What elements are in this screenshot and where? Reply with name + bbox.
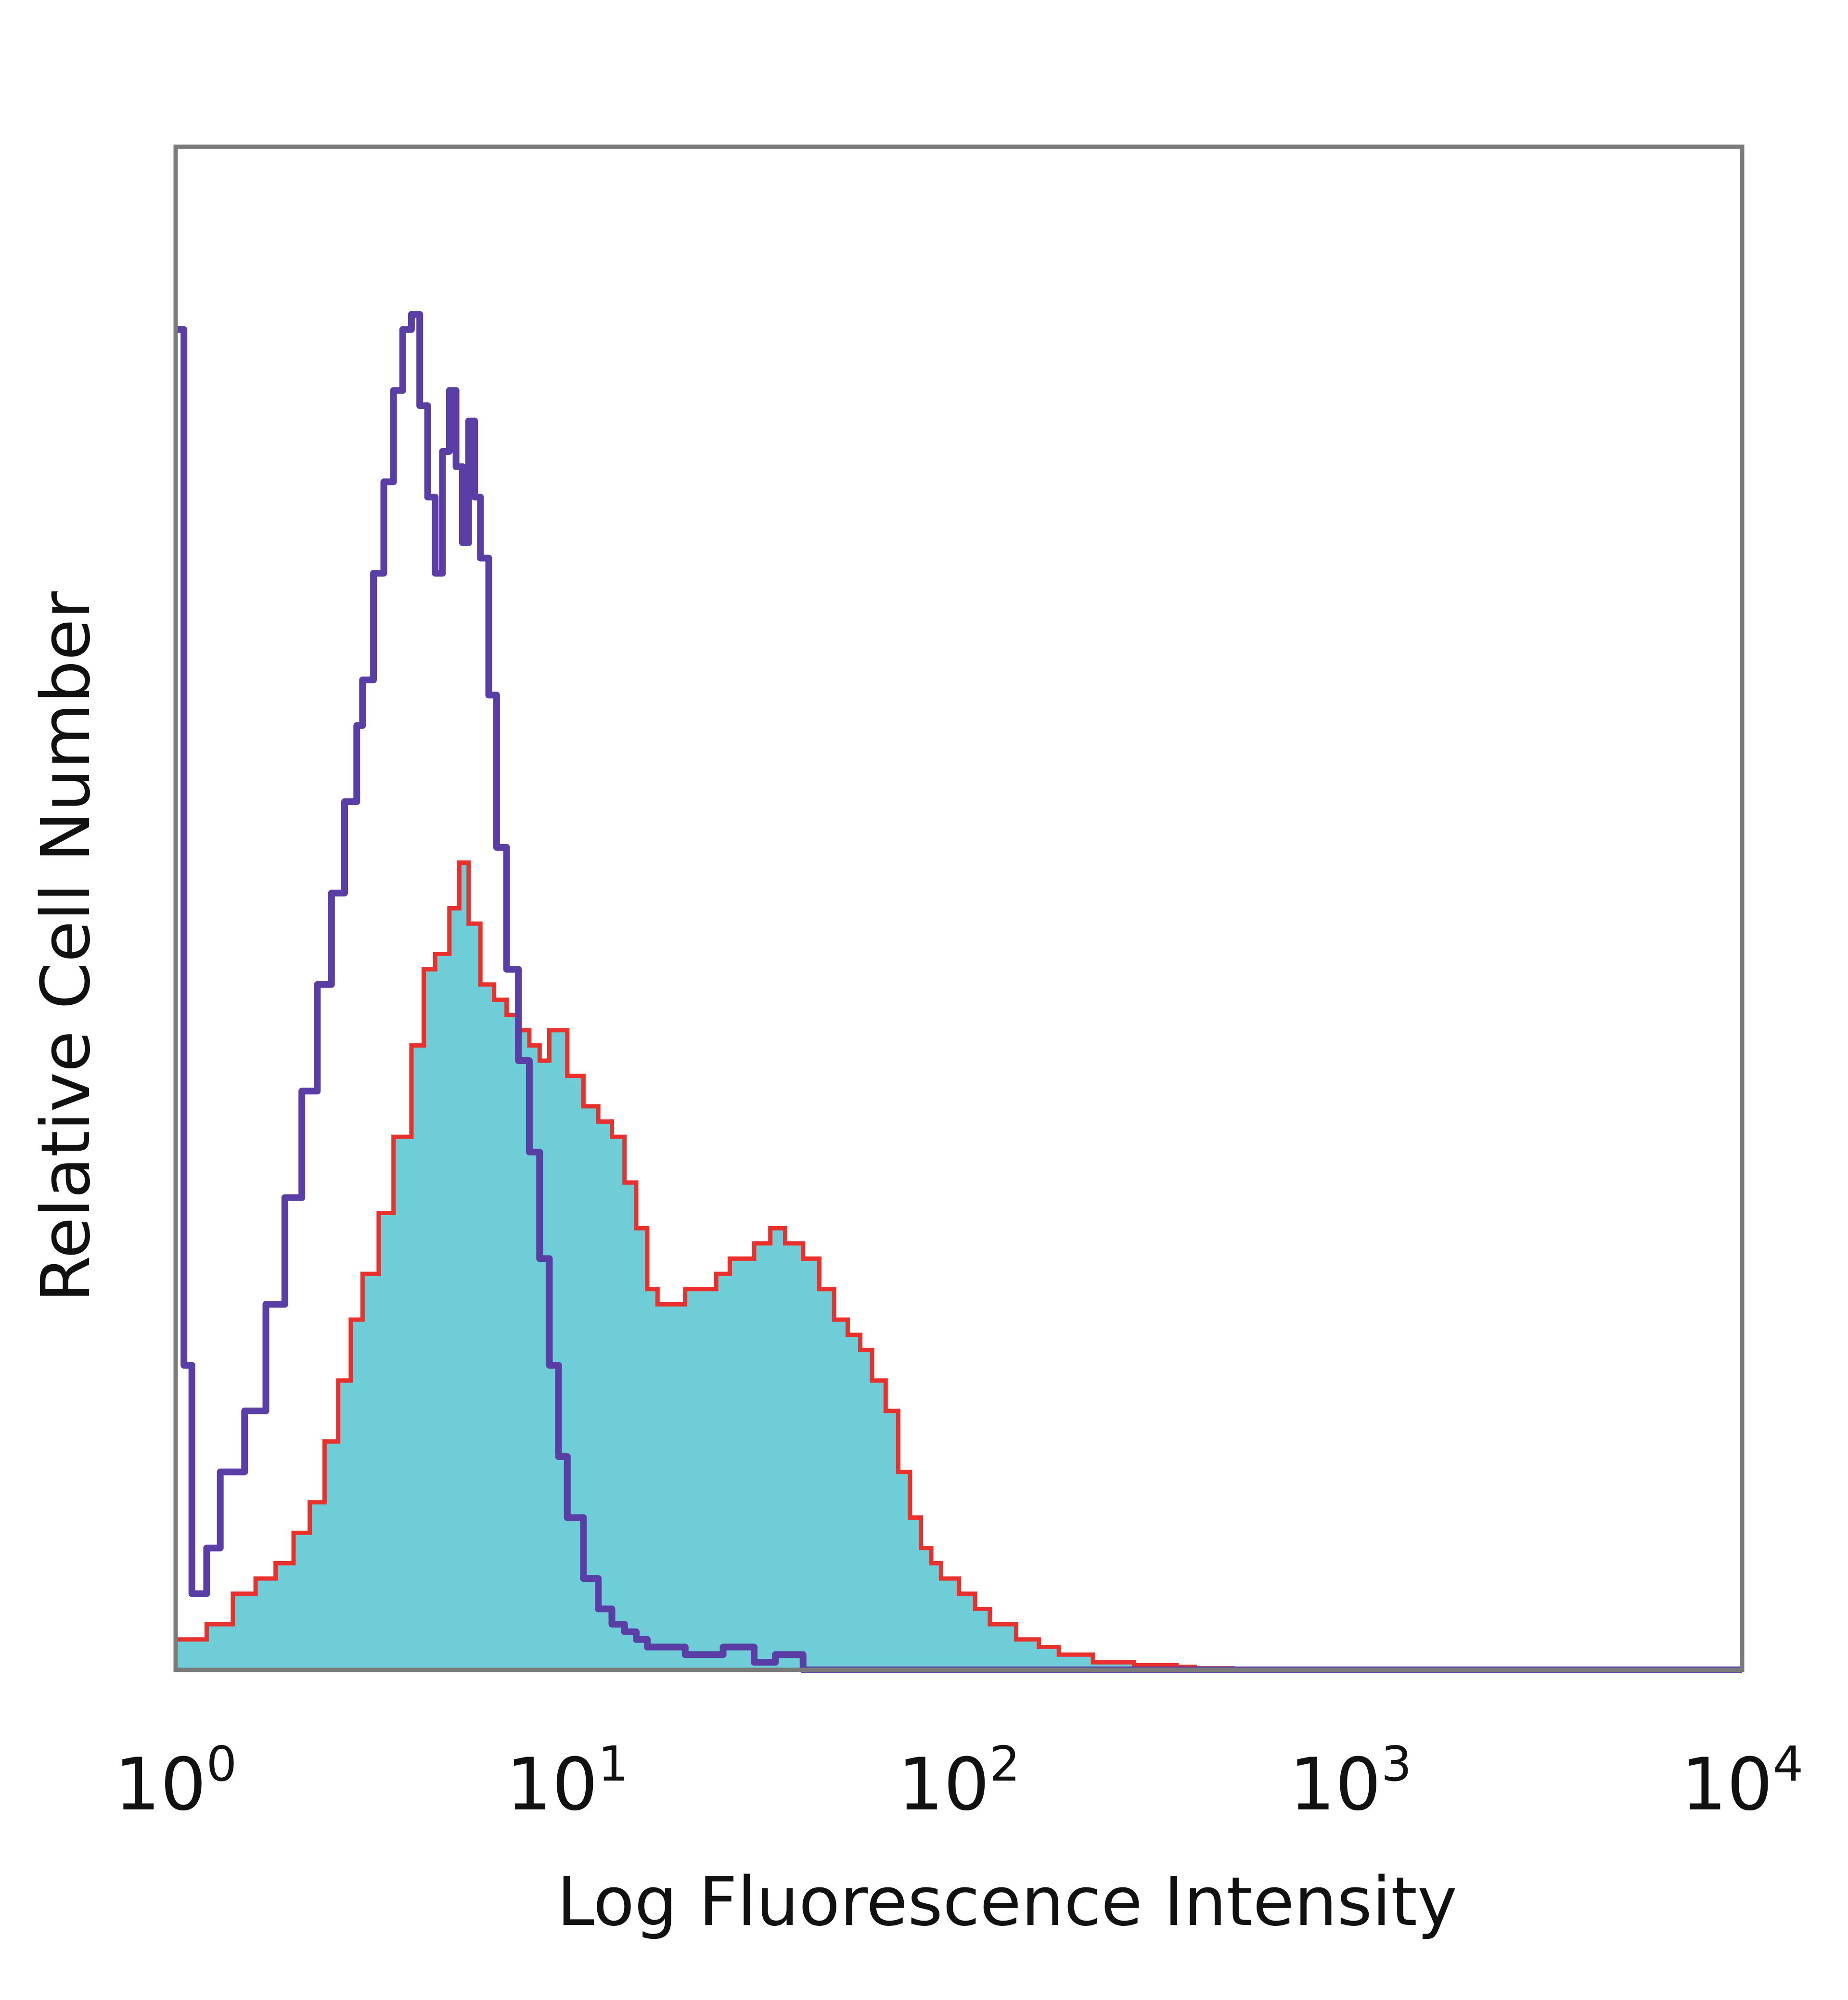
x-tick-label: 103 [1289, 1736, 1412, 1827]
y-axis-title: Relative Cell Number [27, 591, 105, 1302]
filled-histogram-area [176, 862, 1742, 1670]
x-tick-label: 102 [898, 1736, 1020, 1827]
x-axis-ticks: 100 101 102 103 104 [115, 1736, 1804, 1827]
plot-area [176, 311, 1742, 1673]
x-axis-title: Log Fluorescence Intensity [557, 1863, 1457, 1941]
open-histogram-line [176, 311, 1742, 1673]
x-tick-label: 104 [1681, 1736, 1804, 1827]
filled-histogram-outline [176, 860, 1742, 1672]
x-tick-label: 100 [115, 1736, 237, 1827]
x-tick-label: 101 [506, 1736, 629, 1827]
plot-frame [173, 144, 1745, 1672]
